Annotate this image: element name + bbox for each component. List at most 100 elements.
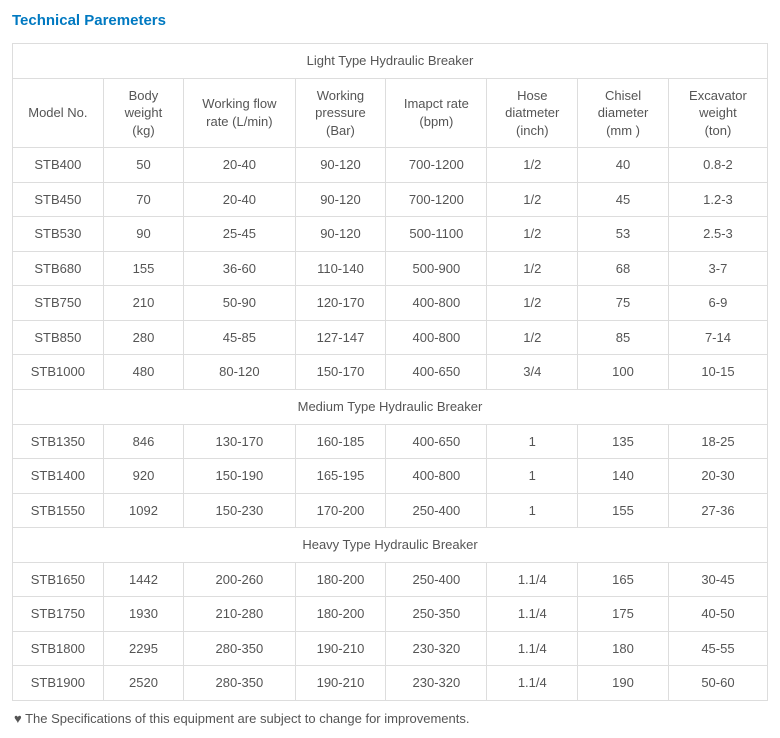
table-cell: 20-30 [668,459,767,494]
table-row: STB75021050-90120-170400-8001/2756-9 [13,286,768,321]
table-cell: 1.1/4 [487,562,578,597]
table-cell: 1.2-3 [668,182,767,217]
table-cell: 1.1/4 [487,666,578,701]
col-label: Hose [517,88,547,103]
table-row: STB68015536-60110-140500-9001/2683-7 [13,251,768,286]
table-cell: STB1900 [13,666,104,701]
table-cell: STB680 [13,251,104,286]
table-cell: STB400 [13,148,104,183]
table-cell: 18-25 [668,424,767,459]
col-label: (kg) [132,123,154,138]
table-cell: 90-120 [295,148,386,183]
col-label: Chisel [605,88,641,103]
table-cell: 53 [578,217,669,252]
table-cell: 700-1200 [386,182,487,217]
table-cell: 25-45 [184,217,295,252]
table-cell: 920 [103,459,183,494]
col-body-weight: Body weight (kg) [103,78,183,148]
table-cell: 7-14 [668,320,767,355]
table-row: STB4507020-4090-120700-12001/2451.2-3 [13,182,768,217]
table-cell: 165-195 [295,459,386,494]
table-cell: 155 [103,251,183,286]
table-cell: 150-230 [184,493,295,528]
table-cell: 85 [578,320,669,355]
table-cell: 27-36 [668,493,767,528]
table-cell: 20-40 [184,182,295,217]
table-row: STB4005020-4090-120700-12001/2400.8-2 [13,148,768,183]
table-cell: 90-120 [295,217,386,252]
table-cell: 50-90 [184,286,295,321]
table-cell: 250-350 [386,597,487,632]
table-cell: 150-190 [184,459,295,494]
table-row: STB100048080-120150-170400-6503/410010-1… [13,355,768,390]
column-header-row: Model No. Body weight (kg) Working flow … [13,78,768,148]
table-cell: 190-210 [295,666,386,701]
col-pressure: Working pressure (Bar) [295,78,386,148]
table-cell: 1 [487,493,578,528]
table-row: STB1350846130-170160-185400-650113518-25 [13,424,768,459]
col-label: pressure [315,105,366,120]
table-cell: 3-7 [668,251,767,286]
table-cell: 400-800 [386,459,487,494]
table-cell: 280-350 [184,631,295,666]
table-cell: 45-55 [668,631,767,666]
table-cell: 40 [578,148,669,183]
table-cell: 230-320 [386,666,487,701]
col-label: (ton) [705,123,732,138]
table-cell: 30-45 [668,562,767,597]
table-cell: STB750 [13,286,104,321]
table-cell: 165 [578,562,669,597]
table-cell: STB1550 [13,493,104,528]
table-cell: 700-1200 [386,148,487,183]
table-cell: 80-120 [184,355,295,390]
table-cell: 1/2 [487,148,578,183]
col-label: Model No. [28,105,87,120]
table-cell: 1930 [103,597,183,632]
table-row: STB19002520280-350190-210230-3201.1/4190… [13,666,768,701]
table-cell: 500-1100 [386,217,487,252]
col-label: (Bar) [326,123,355,138]
table-cell: 90-120 [295,182,386,217]
table-cell: STB1750 [13,597,104,632]
table-cell: 2520 [103,666,183,701]
col-label: weight [125,105,163,120]
table-row: STB18002295280-350190-210230-3201.1/4180… [13,631,768,666]
table-cell: 90 [103,217,183,252]
table-cell: 2.5-3 [668,217,767,252]
table-cell: STB1400 [13,459,104,494]
table-cell: 500-900 [386,251,487,286]
col-label: weight [699,105,737,120]
table-row: STB16501442200-260180-200250-4001.1/4165… [13,562,768,597]
col-hose: Hose diatmeter (inch) [487,78,578,148]
table-cell: 210-280 [184,597,295,632]
col-label: (bpm) [419,114,453,129]
table-cell: 110-140 [295,251,386,286]
table-cell: 1.1/4 [487,597,578,632]
table-cell: 180-200 [295,562,386,597]
table-cell: 170-200 [295,493,386,528]
table-cell: 180 [578,631,669,666]
table-cell: 480 [103,355,183,390]
table-cell: STB1650 [13,562,104,597]
table-cell: 130-170 [184,424,295,459]
table-cell: STB1350 [13,424,104,459]
table-cell: 1/2 [487,217,578,252]
table-cell: 160-185 [295,424,386,459]
col-label: Working flow [202,96,276,111]
table-cell: STB850 [13,320,104,355]
col-chisel: Chisel diameter (mm ) [578,78,669,148]
col-label: Body [129,88,159,103]
col-model: Model No. [13,78,104,148]
col-label: (inch) [516,123,549,138]
table-cell: STB1800 [13,631,104,666]
table-cell: 200-260 [184,562,295,597]
table-cell: 1/2 [487,182,578,217]
section-header-heavy: Heavy Type Hydraulic Breaker [13,528,768,563]
table-cell: 75 [578,286,669,321]
col-label: Working [317,88,364,103]
table-row: STB85028045-85127-147400-8001/2857-14 [13,320,768,355]
table-cell: 180-200 [295,597,386,632]
table-cell: 400-650 [386,355,487,390]
section-header-label: Heavy Type Hydraulic Breaker [13,528,768,563]
section-header-medium: Medium Type Hydraulic Breaker [13,390,768,425]
